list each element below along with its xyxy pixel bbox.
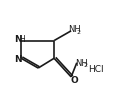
Text: N: N [14,55,22,64]
Text: 2: 2 [83,63,87,68]
Text: HCl: HCl [88,65,103,74]
Text: O: O [70,76,77,85]
Text: NH: NH [68,25,80,34]
Text: 2: 2 [76,30,80,35]
Text: N: N [14,35,22,44]
Text: NH: NH [74,59,87,68]
Text: H: H [20,35,25,44]
